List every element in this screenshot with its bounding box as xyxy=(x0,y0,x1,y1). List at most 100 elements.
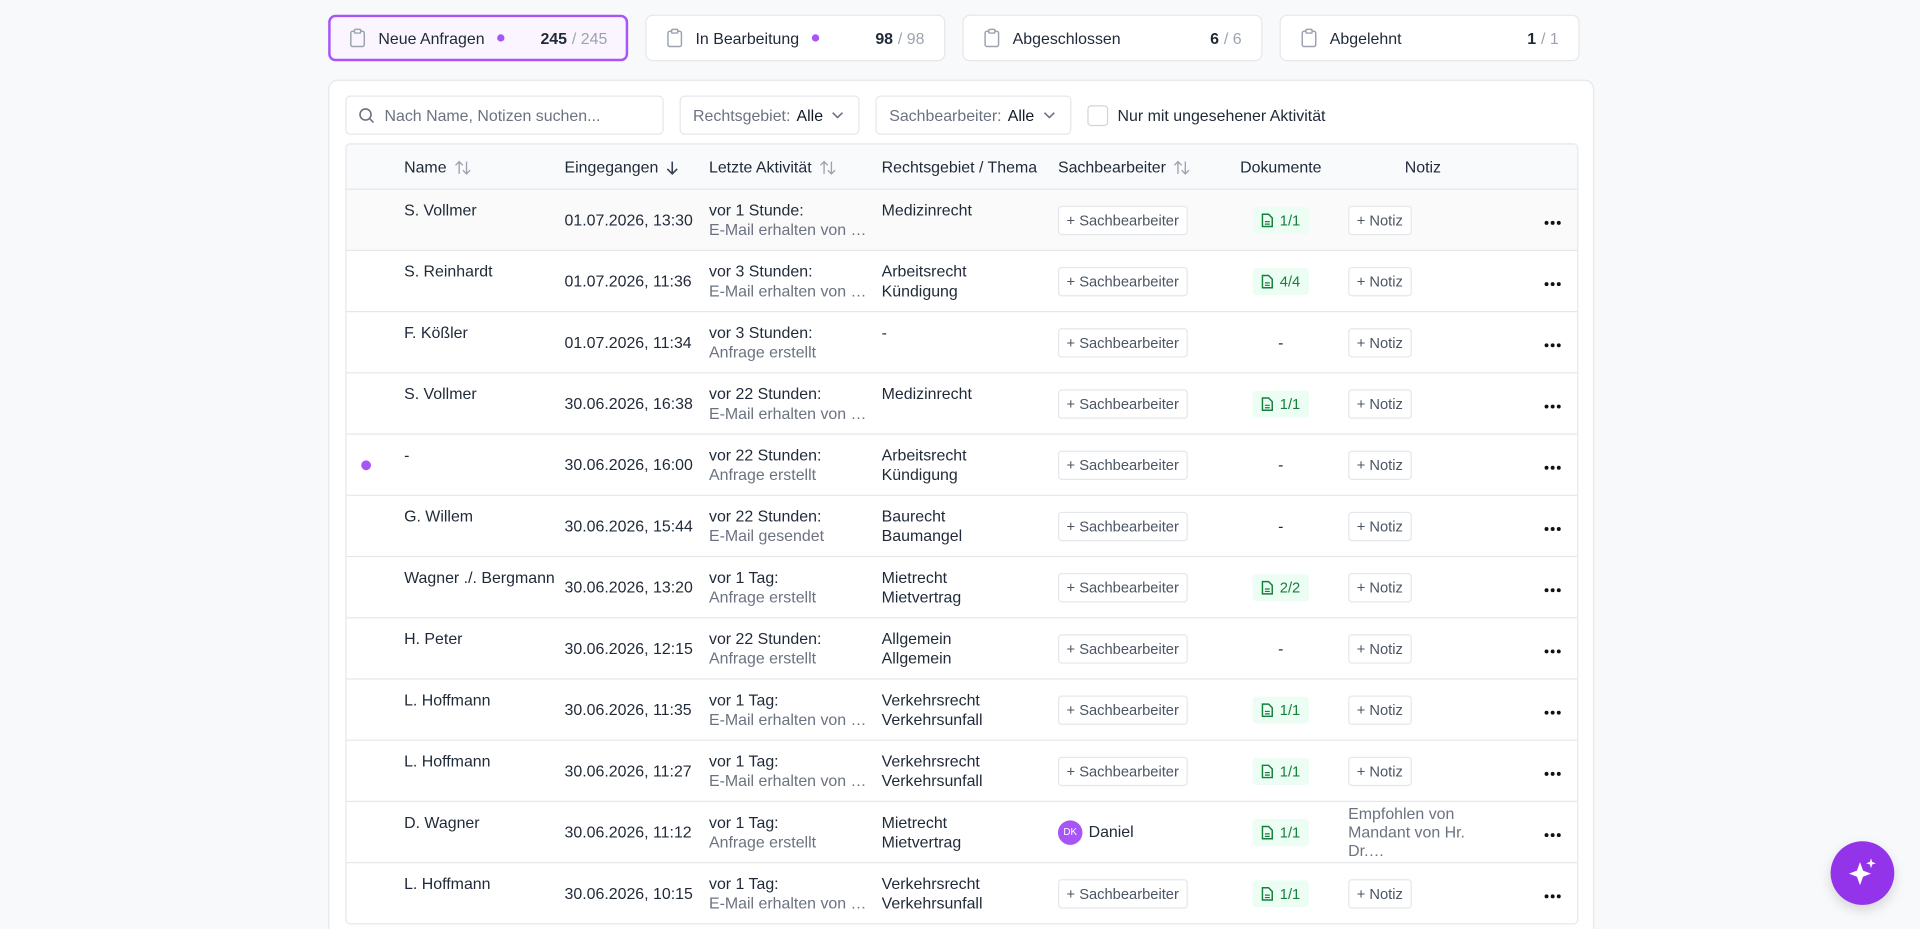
add-assignee-button[interactable]: + Sachbearbeiter xyxy=(1057,327,1188,357)
icon xyxy=(1544,220,1561,225)
add-note-button[interactable]: + Notiz xyxy=(1348,694,1412,725)
ai-assistant-button[interactable] xyxy=(1830,841,1895,905)
activity-detail: E-Mail erhalten von … xyxy=(708,893,867,913)
table-row[interactable]: S. Vollmer 30.06.2026, 16:38 vor 22 Stunde… xyxy=(346,372,1578,433)
name: F. Kößler xyxy=(404,323,468,342)
add-note-button[interactable]: + Notiz xyxy=(1348,878,1412,908)
add-note-button[interactable]: + Notiz xyxy=(1348,633,1412,664)
table-row[interactable]: G. Willem 30.06.2026, 15:44 vor 22 Stunden… xyxy=(346,494,1578,556)
documents-badge[interactable]: 1/1 xyxy=(1252,696,1309,724)
documents-empty: - xyxy=(1278,455,1284,474)
documents-count: 1/1 xyxy=(1279,884,1301,902)
add-assignee-button[interactable]: + Sachbearbeiter xyxy=(1057,388,1188,419)
documents-badge[interactable]: 1/1 xyxy=(1252,206,1309,234)
checkbox[interactable] xyxy=(1086,104,1108,126)
row-menu[interactable] xyxy=(1498,639,1576,657)
documents: - xyxy=(1213,639,1348,657)
note: + Notiz xyxy=(1348,511,1497,541)
table-row[interactable]: F. Kößler 01.07.2026, 11:34 vor 3 Stunden:… xyxy=(346,311,1578,372)
add-note-button[interactable]: + Notiz xyxy=(1348,205,1412,235)
add-assignee-button[interactable]: + Sachbearbeiter xyxy=(1057,633,1188,664)
add-assignee-button[interactable]: + Sachbearbeiter xyxy=(1057,572,1188,602)
name: S. Reinhardt xyxy=(404,262,493,281)
documents-badge[interactable]: 4/4 xyxy=(1252,267,1309,295)
row-menu[interactable] xyxy=(1498,762,1576,780)
row-menu[interactable] xyxy=(1498,456,1576,474)
activity-time: vor 3 Stunden: xyxy=(708,323,813,342)
add-note-button[interactable]: + Notiz xyxy=(1348,572,1412,602)
table-row[interactable]: S. Reinhardt 01.07.2026, 11:36 vor 3 Stund… xyxy=(346,249,1578,311)
icon xyxy=(1261,825,1274,839)
area-line: Verkehrsunfall xyxy=(881,771,983,790)
search-input[interactable]: Nach Name, Notizen suchen... xyxy=(345,95,664,135)
add-assignee-button[interactable]: + Sachbearbeiter xyxy=(1057,205,1188,235)
add-note-button[interactable]: + Notiz xyxy=(1348,266,1412,296)
add-assignee-button[interactable]: + Sachbearbeiter xyxy=(1057,756,1188,786)
icon xyxy=(1544,343,1561,348)
documents-badge[interactable]: 2/2 xyxy=(1252,573,1309,601)
table-row[interactable]: L. Hoffmann 30.06.2026, 11:35 vor 1 Tag: E-… xyxy=(346,678,1578,739)
add-assignee-button[interactable]: + Sachbearbeiter xyxy=(1057,450,1188,480)
icon xyxy=(984,28,1000,48)
table-row[interactable]: D. Wagner 30.06.2026, 11:12 vor 1 Tag: Anfr… xyxy=(346,800,1578,862)
activity-time: vor 1 Tag: xyxy=(708,751,779,771)
row-menu[interactable] xyxy=(1498,272,1576,290)
note: + Notiz xyxy=(1348,450,1497,480)
documents-badge[interactable]: 1/1 xyxy=(1252,818,1309,846)
add-note-button[interactable]: + Notiz xyxy=(1348,511,1412,541)
add-assignee-button[interactable]: + Sachbearbeiter xyxy=(1057,694,1188,725)
row-menu[interactable] xyxy=(1498,823,1576,841)
add-assignee-button[interactable]: + Sachbearbeiter xyxy=(1057,266,1188,296)
documents-badge[interactable]: 1/1 xyxy=(1252,390,1309,417)
area-filter-label: Rechtsgebiet: xyxy=(693,105,791,125)
add-note-button[interactable]: + Notiz xyxy=(1348,388,1412,419)
activity-time: vor 3 Stunden: xyxy=(708,262,813,281)
tab-total: / 1 xyxy=(1541,28,1559,48)
assignee-filter[interactable]: Sachbearbeiter: Alle xyxy=(875,95,1072,135)
row-menu[interactable] xyxy=(1498,578,1576,596)
note: + Notiz xyxy=(1348,388,1497,419)
row-menu[interactable] xyxy=(1498,394,1576,412)
table-row[interactable]: S. Vollmer 01.07.2026, 13:30 vor 1 Stunde:… xyxy=(346,188,1578,250)
assignee: + Sachbearbeiter xyxy=(1057,694,1214,725)
area: Allgemein Allgemein xyxy=(882,618,1058,668)
icon xyxy=(1544,771,1561,776)
row-menu[interactable] xyxy=(1498,333,1576,351)
status-tab[interactable]: In Bearbeitung 98/ 98 xyxy=(645,14,946,62)
area: Verkehrsrecht Verkehrsunfall xyxy=(882,863,1058,913)
add-assignee-button[interactable]: + Sachbearbeiter xyxy=(1057,878,1188,908)
status-tab[interactable]: Abgeschlossen 6/ 6 xyxy=(962,14,1263,62)
icon xyxy=(454,160,471,175)
add-note-button[interactable]: + Notiz xyxy=(1348,327,1412,357)
header-label: Rechtsgebiet / Thema xyxy=(881,157,1038,176)
icon xyxy=(1261,580,1274,595)
status-tab[interactable]: Abgelehnt 1/ 1 xyxy=(1279,14,1580,62)
add-note-button[interactable]: + Notiz xyxy=(1348,450,1412,480)
tab-label: Abgeschlossen xyxy=(1012,28,1121,48)
documents-badge[interactable]: 1/1 xyxy=(1252,879,1309,907)
name: H. Peter xyxy=(404,629,463,648)
area-filter[interactable]: Rechtsgebiet: Alle xyxy=(679,95,860,135)
unread-dot xyxy=(361,459,372,470)
icon xyxy=(666,161,678,176)
row-menu[interactable] xyxy=(1498,700,1576,718)
icon xyxy=(350,28,366,48)
table-row[interactable]: L. Hoffmann 30.06.2026, 10:15 vor 1 Tag: E-… xyxy=(346,862,1578,923)
row-menu[interactable] xyxy=(1498,211,1576,229)
activity-detail: E-Mail gesendet xyxy=(708,526,825,545)
table-row[interactable]: Wagner ./. Bergmann 30.06.2026, 13:20 vor … xyxy=(346,555,1578,617)
add-note-button[interactable]: + Notiz xyxy=(1348,756,1412,786)
row-menu[interactable] xyxy=(1498,884,1576,902)
row-menu[interactable] xyxy=(1498,517,1576,535)
documents: 4/4 xyxy=(1213,267,1348,295)
add-assignee-button[interactable]: + Sachbearbeiter xyxy=(1057,511,1188,541)
unseen-checkbox[interactable]: Nur mit ungesehener Aktivität xyxy=(1086,104,1325,126)
icon xyxy=(1544,710,1561,715)
table-row[interactable]: L. Hoffmann 30.06.2026, 11:27 vor 1 Tag: E-… xyxy=(346,739,1578,801)
status-tab[interactable]: Neue Anfragen 245/ 245 xyxy=(328,14,629,62)
area-line: Mietrecht xyxy=(881,813,948,832)
table-row[interactable]: H. Peter 30.06.2026, 12:15 vor 22 Stunden:… xyxy=(346,617,1578,678)
table-row[interactable]: - 30.06.2026, 16:00 vor 22 Stunden: Anfrage… xyxy=(346,433,1578,494)
area-line: Mietvertrag xyxy=(881,587,962,607)
documents-badge[interactable]: 1/1 xyxy=(1252,757,1309,785)
